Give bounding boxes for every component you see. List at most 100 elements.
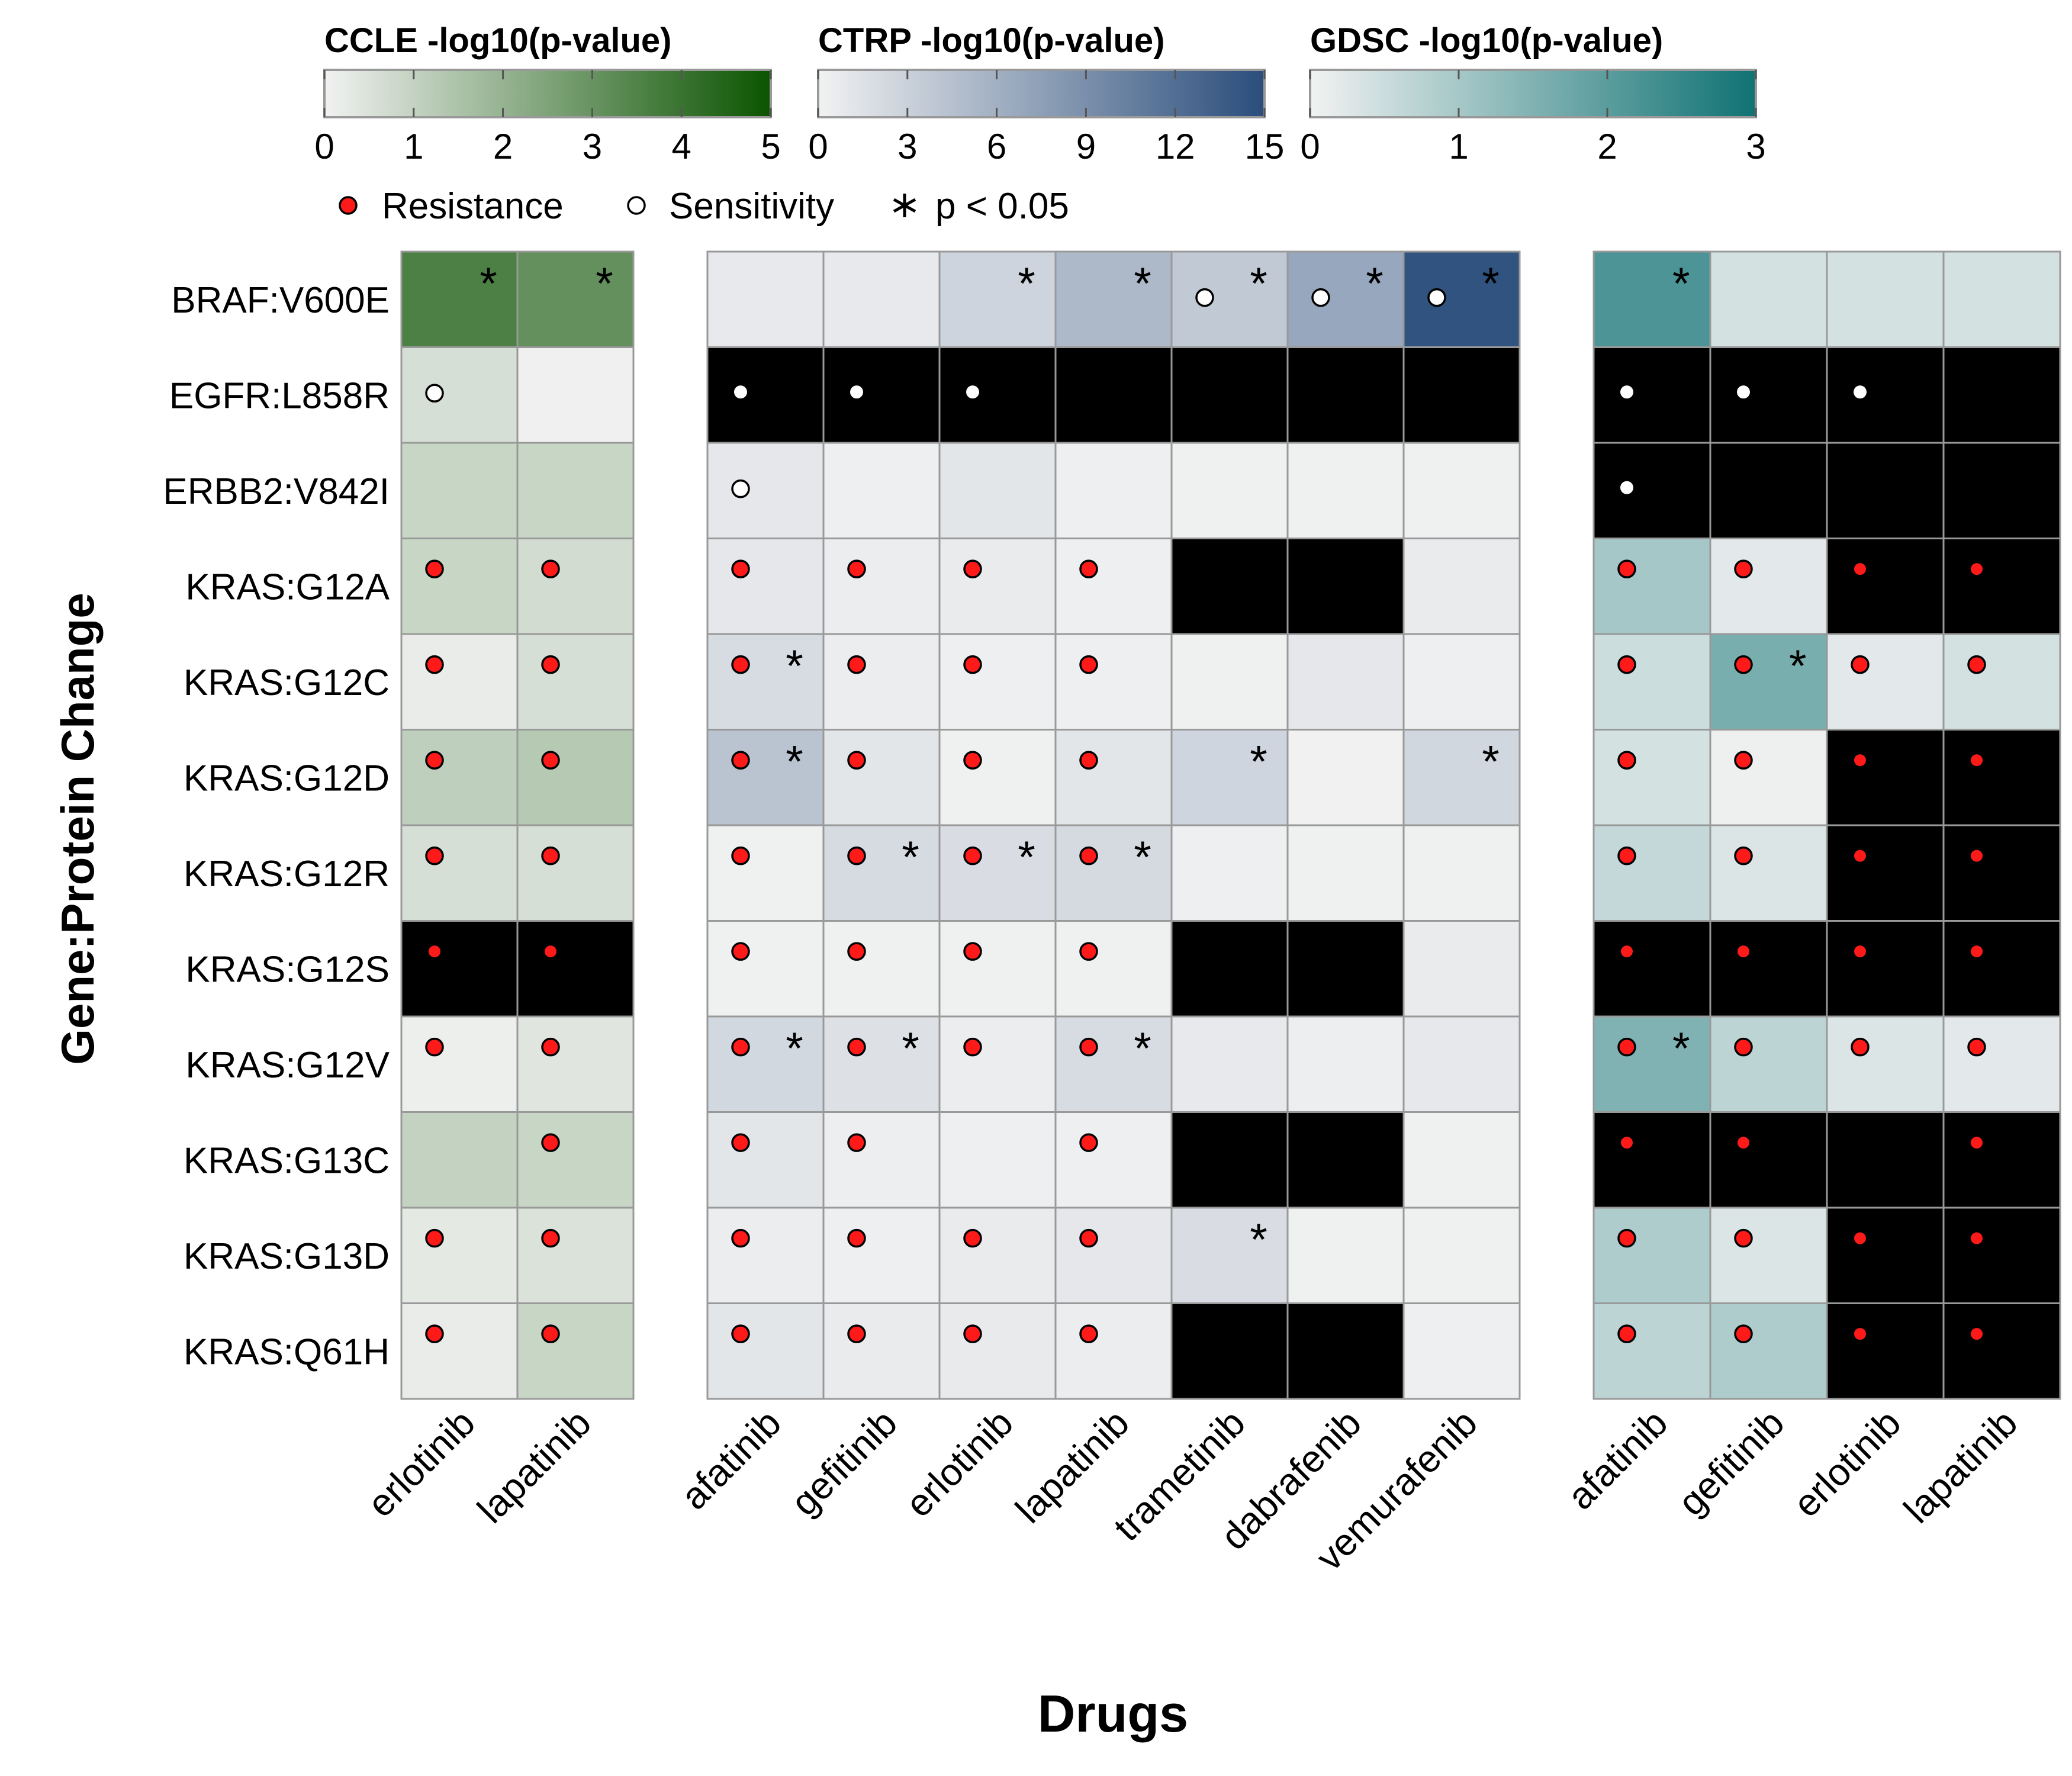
resistance-marker [731, 846, 750, 866]
resistance-marker [847, 1324, 866, 1343]
row-label: KRAS:G13D [184, 1236, 390, 1277]
resistance-marker [963, 1324, 982, 1343]
sensitivity-marker [1854, 385, 1867, 399]
resistance-marker [1079, 655, 1098, 674]
colorbar-tick-label: 0 [1300, 127, 1320, 166]
colorbar-tick-label: 4 [672, 127, 691, 166]
resistance-marker [1734, 655, 1753, 674]
heatmap-cell [516, 1111, 635, 1209]
drug-label: afatinib [1559, 1401, 1676, 1518]
asterisk-legend-icon [893, 194, 916, 217]
significance-asterisk: * [1134, 1024, 1151, 1074]
heatmap-cell [1709, 1015, 1828, 1113]
heatmap-cell [822, 1206, 941, 1304]
significance-asterisk: * [1018, 832, 1035, 883]
heatmap-panel-ctrp: * * * * * * * * * * * * * * * * afatinibgefitiniberlotin… [673, 250, 1521, 1579]
resistance-marker [541, 559, 560, 578]
row-label: KRAS:G12V [185, 1045, 390, 1086]
resistance-marker [1079, 1324, 1098, 1343]
heatmap-cell [1170, 920, 1289, 1018]
resistance-marker [541, 1037, 560, 1057]
heatmap-cell [1286, 250, 1405, 348]
heatmap-cell [1709, 442, 1828, 539]
resistance-marker [963, 655, 982, 674]
resistance-marker [1851, 1037, 1870, 1057]
heatmap-cell [1592, 824, 1711, 922]
heatmap-cell [822, 920, 941, 1018]
resistance-marker [1621, 945, 1633, 958]
heatmap-cell [938, 1302, 1057, 1400]
row-labels: BRAF:V600E EGFR:L858R ERBB2:V842I KRAS:G12A… [163, 280, 390, 1373]
colorbar-ctrp: CTRP -log10(p-value) 0 3 6 9 12 15 [808, 21, 1284, 166]
resistance-marker [847, 559, 866, 578]
heatmap-cell [1054, 729, 1173, 826]
heatmap-cell [938, 1015, 1057, 1113]
x-axis-title: Drugs [1038, 1684, 1188, 1743]
resistance-marker [1854, 563, 1866, 575]
heatmap-cell [1402, 1015, 1521, 1113]
resistance-marker [1971, 1328, 1983, 1340]
heatmap-cell [1402, 920, 1521, 1018]
resistance-marker [731, 559, 750, 578]
heatmap-cell [516, 1015, 635, 1113]
resistance-marker [847, 942, 866, 961]
heatmap-cell [1054, 633, 1173, 731]
heatmap-cell [400, 250, 519, 348]
heatmap-cell [1054, 250, 1173, 348]
significance-asterisk: * [1134, 832, 1151, 883]
significance-asterisk: * [786, 1024, 803, 1074]
heatmap-cell [1592, 1111, 1711, 1209]
resistance-marker [1617, 1228, 1636, 1248]
resistance-marker [1734, 751, 1753, 770]
heatmap-cell [1402, 633, 1521, 731]
colorbar-tick-label: 5 [761, 127, 780, 166]
heatmap-cell [400, 1302, 519, 1400]
resistance-marker [1738, 1137, 1749, 1149]
resistance-marker [1079, 559, 1098, 578]
resistance-marker [425, 559, 444, 578]
significance-asterisk: * [480, 259, 497, 309]
row-label: KRAS:G13C [184, 1140, 390, 1181]
resistance-marker [1854, 945, 1866, 958]
legend-resistance-label: Resistance [382, 186, 564, 227]
resistance-marker [1734, 559, 1753, 578]
heatmap-cell [1170, 729, 1289, 826]
heatmap-cell [822, 1015, 941, 1113]
resistance-marker [731, 655, 750, 674]
resistance-marker [1971, 1232, 1983, 1244]
colorbar-tick-label: 1 [404, 127, 423, 166]
significance-asterisk: * [1018, 259, 1035, 309]
heatmap-cell [1170, 1206, 1289, 1304]
heatmap-cell [1592, 1302, 1711, 1400]
colorbar-tick-label: 3 [897, 127, 917, 166]
significance-asterisk: * [1672, 259, 1690, 309]
sensitivity-marker [1311, 288, 1330, 307]
resistance-marker [1967, 1037, 1986, 1057]
heatmap-cell [938, 729, 1057, 826]
resistance-marker [1971, 945, 1983, 958]
heatmap-cell [706, 346, 825, 444]
heatmap-cell [1942, 920, 2061, 1018]
heatmap-cell [516, 729, 635, 826]
heatmap-cell [1942, 1111, 2061, 1209]
heatmap-cell [400, 1111, 519, 1209]
resistance-marker [1967, 655, 1986, 674]
resistance-marker [1079, 1133, 1098, 1152]
heatmap-cell [1592, 1206, 1711, 1304]
heatmap-cell [1286, 824, 1405, 922]
resistance-marker [1079, 1228, 1098, 1248]
colorbar-title: CCLE -log10(p-value) [324, 21, 672, 60]
heatmap-cell [1592, 442, 1711, 539]
resistance-marker [963, 559, 982, 578]
colorbar-tick-label: 9 [1076, 127, 1096, 166]
heatmap-cell [1054, 1302, 1173, 1400]
heatmap-cell [822, 633, 941, 731]
heatmap-cell [938, 1206, 1057, 1304]
resistance-marker [425, 1037, 444, 1057]
significance-asterisk: * [1482, 737, 1500, 787]
heatmap-cell [1402, 1206, 1521, 1304]
row-label: BRAF:V600E [171, 280, 390, 321]
resistance-marker [1617, 1324, 1636, 1343]
